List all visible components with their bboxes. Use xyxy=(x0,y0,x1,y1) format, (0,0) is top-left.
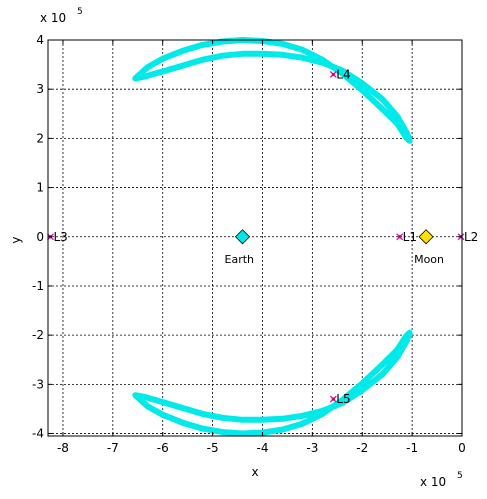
trajectory-series xyxy=(132,329,413,437)
y-tick-label: 2 xyxy=(36,131,44,145)
earth-marker xyxy=(234,229,251,245)
lagrange-label: L2 xyxy=(464,230,478,244)
tick-labels: -8 -7 -6 -5 -4 -3 -2 -1 0 -4 -3 -2 -1 0 1 2 3 4 xyxy=(32,33,466,455)
x-tick-label: -5 xyxy=(207,441,219,455)
lagrange-label: L4 xyxy=(336,67,350,81)
x-tick-label: -4 xyxy=(256,441,268,455)
x-scale-exp: 5 xyxy=(457,471,463,481)
y-scale-label: x 10 5 xyxy=(40,7,83,25)
y-tick-label: 4 xyxy=(36,33,44,47)
x-tick-label: 0 xyxy=(458,441,466,455)
y-tick-label: 3 xyxy=(36,82,44,96)
x-tick-label: -8 xyxy=(57,441,69,455)
trajectory-layer xyxy=(132,37,413,437)
grid xyxy=(48,39,463,436)
trajectory-series xyxy=(132,37,413,144)
moon-label: Moon xyxy=(414,253,444,266)
moon-marker xyxy=(418,229,434,245)
y-axis-label: y xyxy=(9,236,23,243)
lagrange-label: L1 xyxy=(403,230,417,244)
earth-label: Earth xyxy=(225,253,255,266)
x-tick-label: -2 xyxy=(356,441,368,455)
plot-frame xyxy=(47,39,463,437)
x-axis-label: x xyxy=(251,465,258,479)
x-scale-label: x 10 5 xyxy=(420,471,463,489)
x-tick-label: -3 xyxy=(306,441,318,455)
lagrange-label: L5 xyxy=(336,392,350,406)
lagrange-label: L3 xyxy=(53,230,67,244)
marker-layer: Earth Moon L1 L2 L3 L4 L5 xyxy=(47,67,478,406)
y-tick-label: 1 xyxy=(36,181,44,195)
y-tick-label: -1 xyxy=(32,279,44,293)
lagrange-point xyxy=(398,235,402,239)
lagrange-point xyxy=(331,397,335,401)
y-tick-label: -2 xyxy=(32,328,44,342)
lagrange-point xyxy=(331,72,335,77)
x-tick-label: -1 xyxy=(406,441,418,455)
y-tick-label: -3 xyxy=(32,377,44,391)
x-tick-label: -7 xyxy=(107,441,119,455)
y-tick-label: -4 xyxy=(32,427,44,441)
y-tick-label: 0 xyxy=(36,230,44,244)
axes xyxy=(47,39,463,437)
y-scale-base: x 10 xyxy=(40,11,66,25)
x-scale-base: x 10 xyxy=(420,475,446,489)
x-tick-label: -6 xyxy=(157,441,169,455)
y-scale-exp: 5 xyxy=(77,7,83,17)
